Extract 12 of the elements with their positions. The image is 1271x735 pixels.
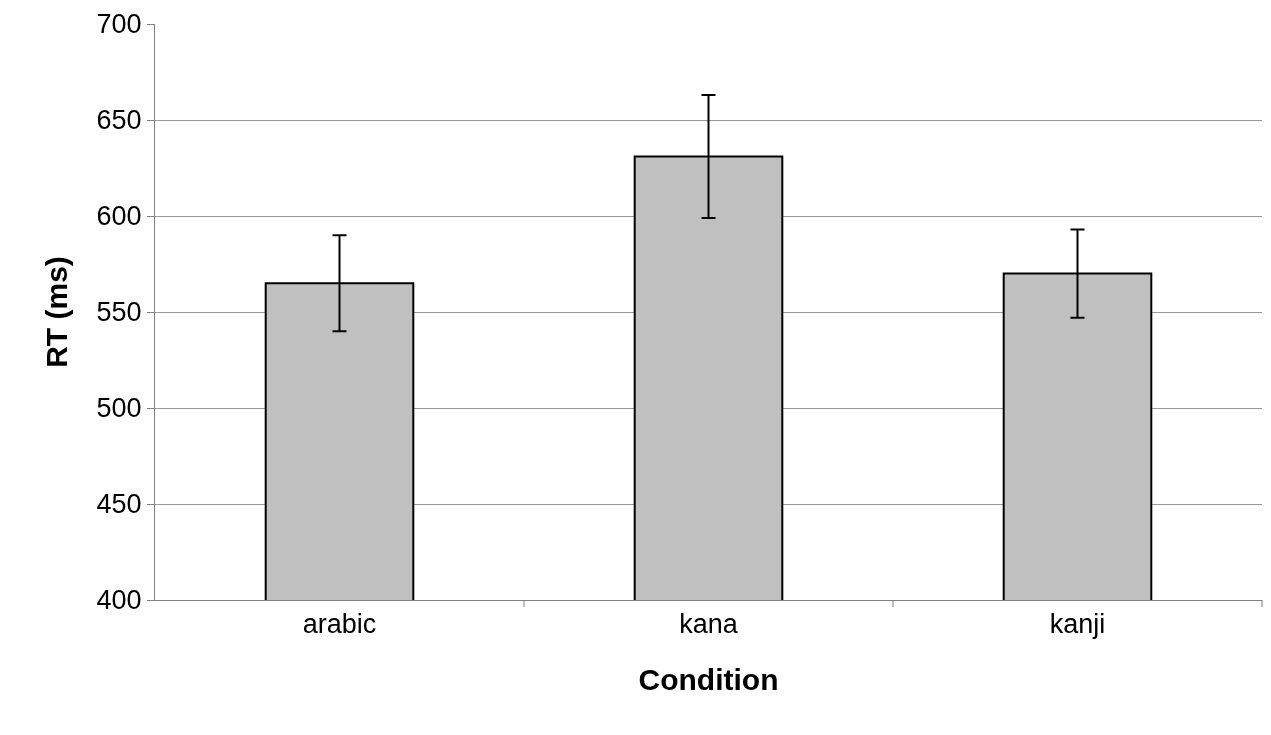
x-tick-label: arabic (302, 609, 377, 640)
y-tick-label: 500 (96, 393, 142, 424)
y-tick-label: 400 (96, 585, 142, 616)
y-tick-label: 600 (96, 201, 142, 232)
x-axis-title: Condition (638, 662, 779, 696)
x-tick-label: kana (679, 609, 739, 640)
y-axis-title: RT (ms) (39, 256, 73, 368)
y-tick-label: 450 (96, 489, 142, 520)
y-tick-label: 550 (96, 297, 142, 328)
x-tick-label: kanji (1049, 609, 1106, 640)
y-tick-label: 650 (96, 105, 142, 136)
y-tick-label: 700 (96, 9, 142, 40)
